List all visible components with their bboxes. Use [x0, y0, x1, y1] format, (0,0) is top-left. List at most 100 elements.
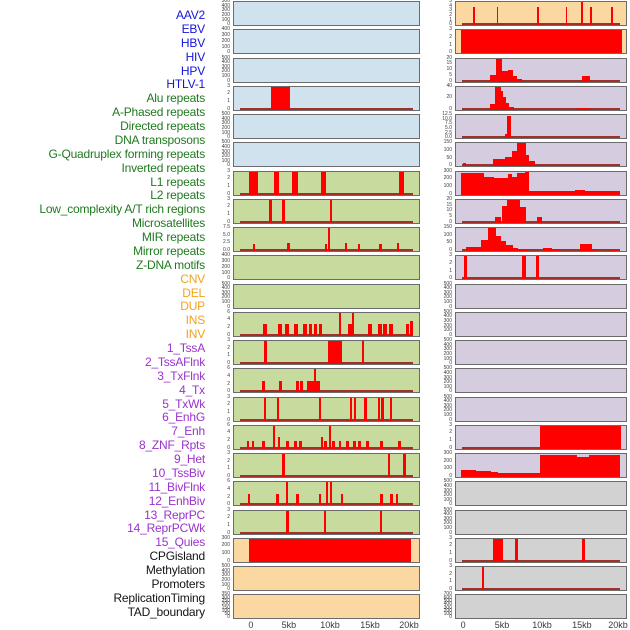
bar	[389, 397, 392, 421]
y-tick: 300	[443, 402, 452, 409]
track-label-mirror-repeats: Mirror repeats	[133, 243, 205, 258]
y-tick: 500	[443, 280, 452, 287]
bar	[502, 71, 509, 82]
bar	[503, 97, 507, 110]
y-tick: 400	[221, 2, 230, 9]
bar	[591, 248, 597, 252]
track-label-inv: INV	[185, 327, 206, 342]
y-tick: 40	[446, 82, 452, 89]
baseline	[240, 107, 413, 110]
bar	[318, 397, 321, 421]
track-label-10-tssbiv: 10_TssBiv	[152, 465, 205, 480]
y-tick: 0	[449, 162, 452, 169]
x-axis-label-left-5kb: 5kb	[281, 620, 297, 630]
y-tick: 300	[221, 32, 230, 39]
bar	[313, 324, 318, 336]
y-tick: 2	[227, 203, 230, 210]
bar	[492, 538, 503, 562]
y-tick: 200	[443, 407, 452, 414]
track-label-3-txflnk: 3_TxFlnk	[157, 368, 205, 383]
y-tick: 0	[449, 444, 452, 451]
track-label-cpgisland: CPGisland	[149, 549, 205, 564]
bar	[507, 116, 512, 139]
track-label-2-tssaflnk: 2_TssAFlnk	[144, 354, 205, 369]
y-tick: 2	[227, 457, 230, 464]
y-tick: 15	[446, 201, 452, 208]
y-tick: 500	[443, 597, 452, 604]
y-tick: 0	[227, 388, 230, 395]
y-tick: 0	[227, 303, 230, 310]
y-tick: 600	[443, 594, 452, 601]
track-label-mir-repeats: MIR repeats	[141, 230, 205, 245]
y-tick: 500	[221, 563, 230, 569]
track-label-hbv: HBV	[180, 35, 205, 50]
y-tick: 5.0	[445, 124, 452, 131]
bar	[515, 538, 518, 562]
track-label-tad-boundary: TAD_boundary	[127, 604, 206, 619]
bar	[473, 6, 475, 26]
x-axis-label-left-0: 0	[248, 620, 254, 630]
bar	[509, 107, 514, 110]
bar	[508, 70, 514, 82]
y-tick: 0	[449, 190, 452, 197]
bar	[518, 249, 529, 252]
bar	[529, 160, 536, 167]
bar	[574, 189, 585, 195]
bar	[513, 75, 518, 82]
y-tick: 100	[221, 157, 230, 164]
track-panel-cpgisland	[455, 481, 627, 507]
y-tick: 150	[443, 139, 452, 146]
y-tick: 400	[221, 285, 230, 292]
bar	[388, 454, 391, 478]
y-tick: 200	[443, 322, 452, 329]
baseline	[461, 277, 621, 280]
bar	[512, 177, 518, 195]
bar	[321, 171, 327, 195]
y-tick: 0	[449, 105, 452, 112]
track-panel-cnv	[233, 537, 420, 563]
y-tick: 2	[227, 493, 230, 500]
bar	[286, 440, 289, 449]
bar	[307, 380, 321, 393]
bar	[348, 324, 353, 336]
bar	[576, 456, 590, 478]
y-tick: 300	[221, 63, 230, 70]
baseline	[461, 136, 621, 139]
y-tick: 500	[443, 308, 452, 315]
bar	[353, 397, 356, 421]
track-panel-14-reprpcwk	[455, 424, 627, 450]
y-tick: 700	[443, 591, 452, 598]
track-panel-5-txwk	[455, 170, 627, 196]
y-tick: 0	[449, 557, 452, 564]
track-label-5-txwk: 5_TxWk	[162, 396, 205, 411]
bar	[490, 104, 496, 110]
y-tick: 20	[446, 195, 452, 202]
bar	[366, 440, 369, 449]
track-panel-6-enhg	[455, 198, 627, 224]
x-axis-label-right-5kb: 5kb	[494, 620, 510, 630]
y-tick: 1	[227, 211, 230, 218]
y-tick: 300	[221, 572, 230, 579]
y-tick: 0	[227, 614, 230, 621]
bar	[332, 440, 335, 449]
y-tick: 10	[446, 207, 452, 214]
x-axis-label-right-10kb: 10kb	[532, 620, 552, 630]
bar	[389, 493, 393, 506]
y-tick: 250	[221, 597, 230, 604]
y-tick: 0	[227, 190, 230, 197]
bar	[325, 482, 328, 506]
y-tick: 0	[227, 49, 230, 56]
y-tick: 400	[443, 369, 452, 376]
y-tick: 3	[227, 167, 230, 174]
bar	[590, 6, 593, 26]
bar	[262, 440, 265, 449]
y-tick: 300	[443, 515, 452, 522]
bar	[368, 324, 372, 336]
baseline	[240, 475, 413, 478]
y-tick: 500	[221, 280, 230, 287]
track-label-alu-repeats: Alu repeats	[146, 91, 205, 106]
bar	[395, 493, 399, 506]
track-label-del: DEL	[182, 285, 205, 300]
bar	[286, 482, 289, 506]
y-tick: 1	[449, 550, 452, 557]
